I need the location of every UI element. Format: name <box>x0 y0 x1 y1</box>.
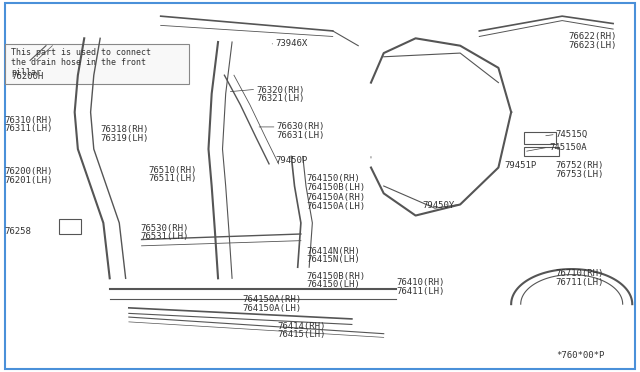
Text: 76200H: 76200H <box>11 72 43 81</box>
Text: 76311(LH): 76311(LH) <box>4 124 53 133</box>
Text: 76411(LH): 76411(LH) <box>396 287 445 296</box>
Text: 764150A(RH): 764150A(RH) <box>243 295 301 304</box>
Text: 764150A(LH): 764150A(LH) <box>306 202 365 211</box>
Text: 76415N(LH): 76415N(LH) <box>306 255 360 264</box>
Text: 76414N(RH): 76414N(RH) <box>306 247 360 256</box>
Text: 764150(LH): 764150(LH) <box>306 280 360 289</box>
Text: 764150A(RH): 764150A(RH) <box>306 193 365 202</box>
Text: 74515Q: 74515Q <box>556 130 588 139</box>
Text: 76752(RH): 76752(RH) <box>556 161 604 170</box>
Text: 79450P: 79450P <box>275 156 308 166</box>
Text: 764150B(RH): 764150B(RH) <box>306 272 365 281</box>
Text: 76310(RH): 76310(RH) <box>4 116 53 125</box>
Text: 76201(LH): 76201(LH) <box>4 176 53 185</box>
Text: *760*00*P: *760*00*P <box>556 350 604 360</box>
Text: 76631(LH): 76631(LH) <box>276 131 325 140</box>
Text: 76410(RH): 76410(RH) <box>396 278 445 287</box>
Text: 76753(LH): 76753(LH) <box>556 170 604 179</box>
Text: 745150A: 745150A <box>549 143 587 152</box>
Text: 76320(RH): 76320(RH) <box>256 86 305 94</box>
Text: 76258: 76258 <box>4 227 31 235</box>
Text: 76415(LH): 76415(LH) <box>277 330 326 339</box>
Text: 76531(LH): 76531(LH) <box>140 232 189 241</box>
Text: 76630(RH): 76630(RH) <box>276 122 325 131</box>
Text: 76710(RH): 76710(RH) <box>556 269 604 278</box>
Text: 76530(RH): 76530(RH) <box>140 224 189 233</box>
Text: This part is used to connect
the drain hose in the front
pillar: This part is used to connect the drain h… <box>11 48 151 77</box>
Text: 76622(RH): 76622(RH) <box>568 32 617 41</box>
Text: 76414(RH): 76414(RH) <box>277 322 326 331</box>
Text: 73946X: 73946X <box>275 39 308 48</box>
Text: 764150A(LH): 764150A(LH) <box>243 304 301 313</box>
FancyBboxPatch shape <box>4 44 189 84</box>
Text: 79451P: 79451P <box>505 161 537 170</box>
Text: 76623(LH): 76623(LH) <box>568 41 617 50</box>
Text: 76200(RH): 76200(RH) <box>4 167 53 176</box>
Text: 764150B(LH): 764150B(LH) <box>306 183 365 192</box>
Bar <box>524 147 559 157</box>
Text: 76319(LH): 76319(LH) <box>100 134 148 142</box>
Text: 76321(LH): 76321(LH) <box>256 94 305 103</box>
FancyBboxPatch shape <box>4 3 636 369</box>
Bar <box>524 132 556 144</box>
Text: 764150(RH): 764150(RH) <box>306 174 360 183</box>
Text: 76511(LH): 76511(LH) <box>148 174 196 183</box>
Bar <box>59 219 81 234</box>
Text: 76711(LH): 76711(LH) <box>556 278 604 287</box>
Text: 76318(RH): 76318(RH) <box>100 125 148 134</box>
Text: 76510(RH): 76510(RH) <box>148 166 196 175</box>
Text: 79450Y: 79450Y <box>422 201 454 210</box>
